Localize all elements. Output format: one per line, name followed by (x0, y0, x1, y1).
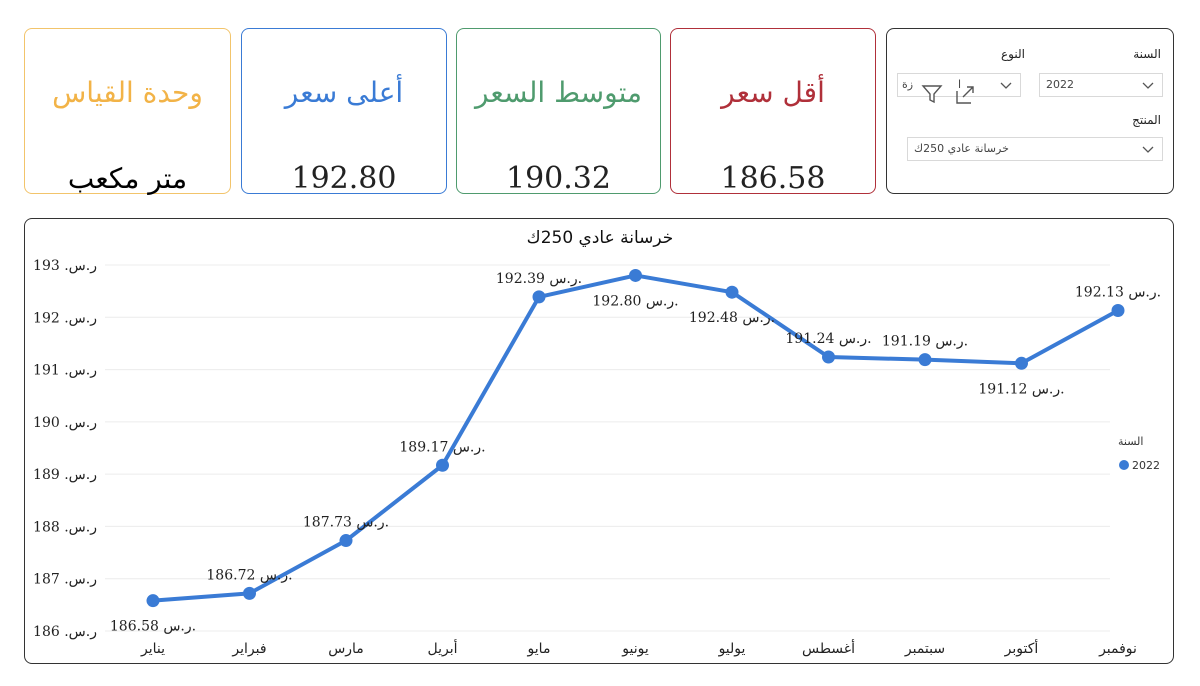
x-tick-label: فبراير (231, 641, 266, 657)
x-tick-label: أكتوبر (1004, 639, 1039, 657)
min-price-card: أقل سعر 186.58 (670, 28, 876, 196)
year-dropdown[interactable]: 2022 (1039, 73, 1163, 97)
series-line-2022 (152, 273, 1119, 603)
unit-card-value: متر مكعب (67, 162, 188, 195)
year-filter-label: السنة (1133, 47, 1161, 61)
chevron-down-icon (1000, 82, 1012, 89)
data-point[interactable] (436, 458, 449, 472)
chevron-down-icon (1142, 146, 1154, 153)
data-label: 192.48 ر.س. (689, 310, 775, 326)
min-price-title: أقل سعر (721, 76, 825, 109)
data-label: 192.13 ر.س. (1075, 284, 1161, 300)
avg-price-title: متوسط السعر (474, 76, 643, 109)
product-filter-label: المنتج (1132, 113, 1161, 127)
type-dropdown-value: زة (902, 78, 914, 91)
line-chart: خرسانة عادي 250ك ر.س. 186 ر.س. 187 ر.س. 18… (33, 228, 1161, 657)
x-tick-label: يونيو (621, 641, 649, 657)
x-tick-label: نوفمبر (1098, 641, 1137, 657)
y-tick-label: ر.س. 187 (33, 572, 97, 588)
data-point[interactable] (1111, 303, 1125, 317)
x-tick-label: يناير (140, 641, 165, 657)
data-label: 187.73 ر.س. (303, 515, 389, 531)
chart-title: خرسانة عادي 250ك (527, 228, 674, 248)
data-point[interactable] (629, 268, 642, 282)
legend-title: السنة (1118, 435, 1143, 448)
y-tick-label: ر.س. 191 (33, 363, 97, 379)
focus-mode-icon[interactable] (955, 85, 977, 105)
min-price-value: 186.58 (720, 161, 826, 196)
data-point[interactable] (339, 534, 353, 548)
data-point[interactable] (243, 586, 256, 600)
unit-card-title: وحدة القياس (52, 76, 203, 109)
price-chart: خرسانة عادي 250ك ر.س. 186 ر.س. 187 ر.س. 18… (24, 218, 1174, 664)
filter-icon[interactable] (921, 83, 943, 105)
x-tick-label: سبتمبر (904, 641, 945, 657)
chevron-down-icon (1142, 82, 1154, 89)
max-price-value: 192.80 (291, 161, 397, 196)
data-point[interactable] (822, 350, 835, 364)
data-label: 191.19 ر.س. (882, 334, 968, 350)
x-tick-label: يوليو (718, 641, 746, 657)
filter-panel: السنة 2022 النوع زة ا المنتج خرسانة عادي… (886, 28, 1174, 194)
y-tick-label: ر.س. 190 (33, 415, 97, 431)
data-label: 192.39 ر.س. (496, 271, 582, 287)
legend-marker-2022 (1119, 460, 1129, 470)
y-tick-label: ر.س. 192 (33, 310, 97, 326)
max-price-card: أعلى سعر 192.80 (241, 28, 447, 196)
data-point[interactable] (146, 594, 160, 608)
legend-item-2022: 2022 (1132, 459, 1160, 472)
y-tick-label: ر.س. 186 (33, 624, 97, 640)
type-filter-label: النوع (1001, 47, 1025, 61)
y-tick-label: ر.س. 193 (33, 258, 97, 274)
product-dropdown[interactable]: خرسانة عادي 250ك (907, 137, 1163, 161)
data-label: 186.72 ر.س. (206, 567, 292, 583)
data-point[interactable] (532, 290, 546, 304)
max-price-title: أعلى سعر (284, 76, 404, 109)
avg-price-value: 190.32 (506, 161, 611, 196)
type-dropdown-value-fragment: ا (958, 78, 962, 91)
data-label: 186.58 ر.س. (110, 619, 196, 635)
x-tick-label: مايو (527, 641, 551, 657)
avg-price-card: متوسط السعر 190.32 (456, 28, 661, 196)
y-tick-label: ر.س. 189 (33, 467, 97, 483)
data-point[interactable] (1015, 356, 1028, 370)
data-point[interactable] (725, 285, 739, 299)
product-dropdown-value: خرسانة عادي 250ك (914, 142, 1009, 155)
data-point[interactable] (918, 353, 932, 367)
unit-card: وحدة القياس متر مكعب (24, 28, 231, 195)
type-dropdown[interactable]: زة ا (897, 73, 1021, 97)
y-tick-label: ر.س. 188 (33, 519, 97, 535)
data-label: 192.80 ر.س. (592, 293, 678, 309)
year-dropdown-value: 2022 (1046, 78, 1074, 91)
data-label: 189.17 ر.س. (399, 439, 485, 455)
x-tick-label: أغسطس (802, 639, 855, 657)
data-label: 191.12 ر.س. (978, 381, 1064, 397)
x-tick-label: أبريل (427, 639, 457, 657)
data-label: 191.24 ر.س. (785, 331, 871, 347)
x-tick-label: مارس (328, 641, 364, 657)
